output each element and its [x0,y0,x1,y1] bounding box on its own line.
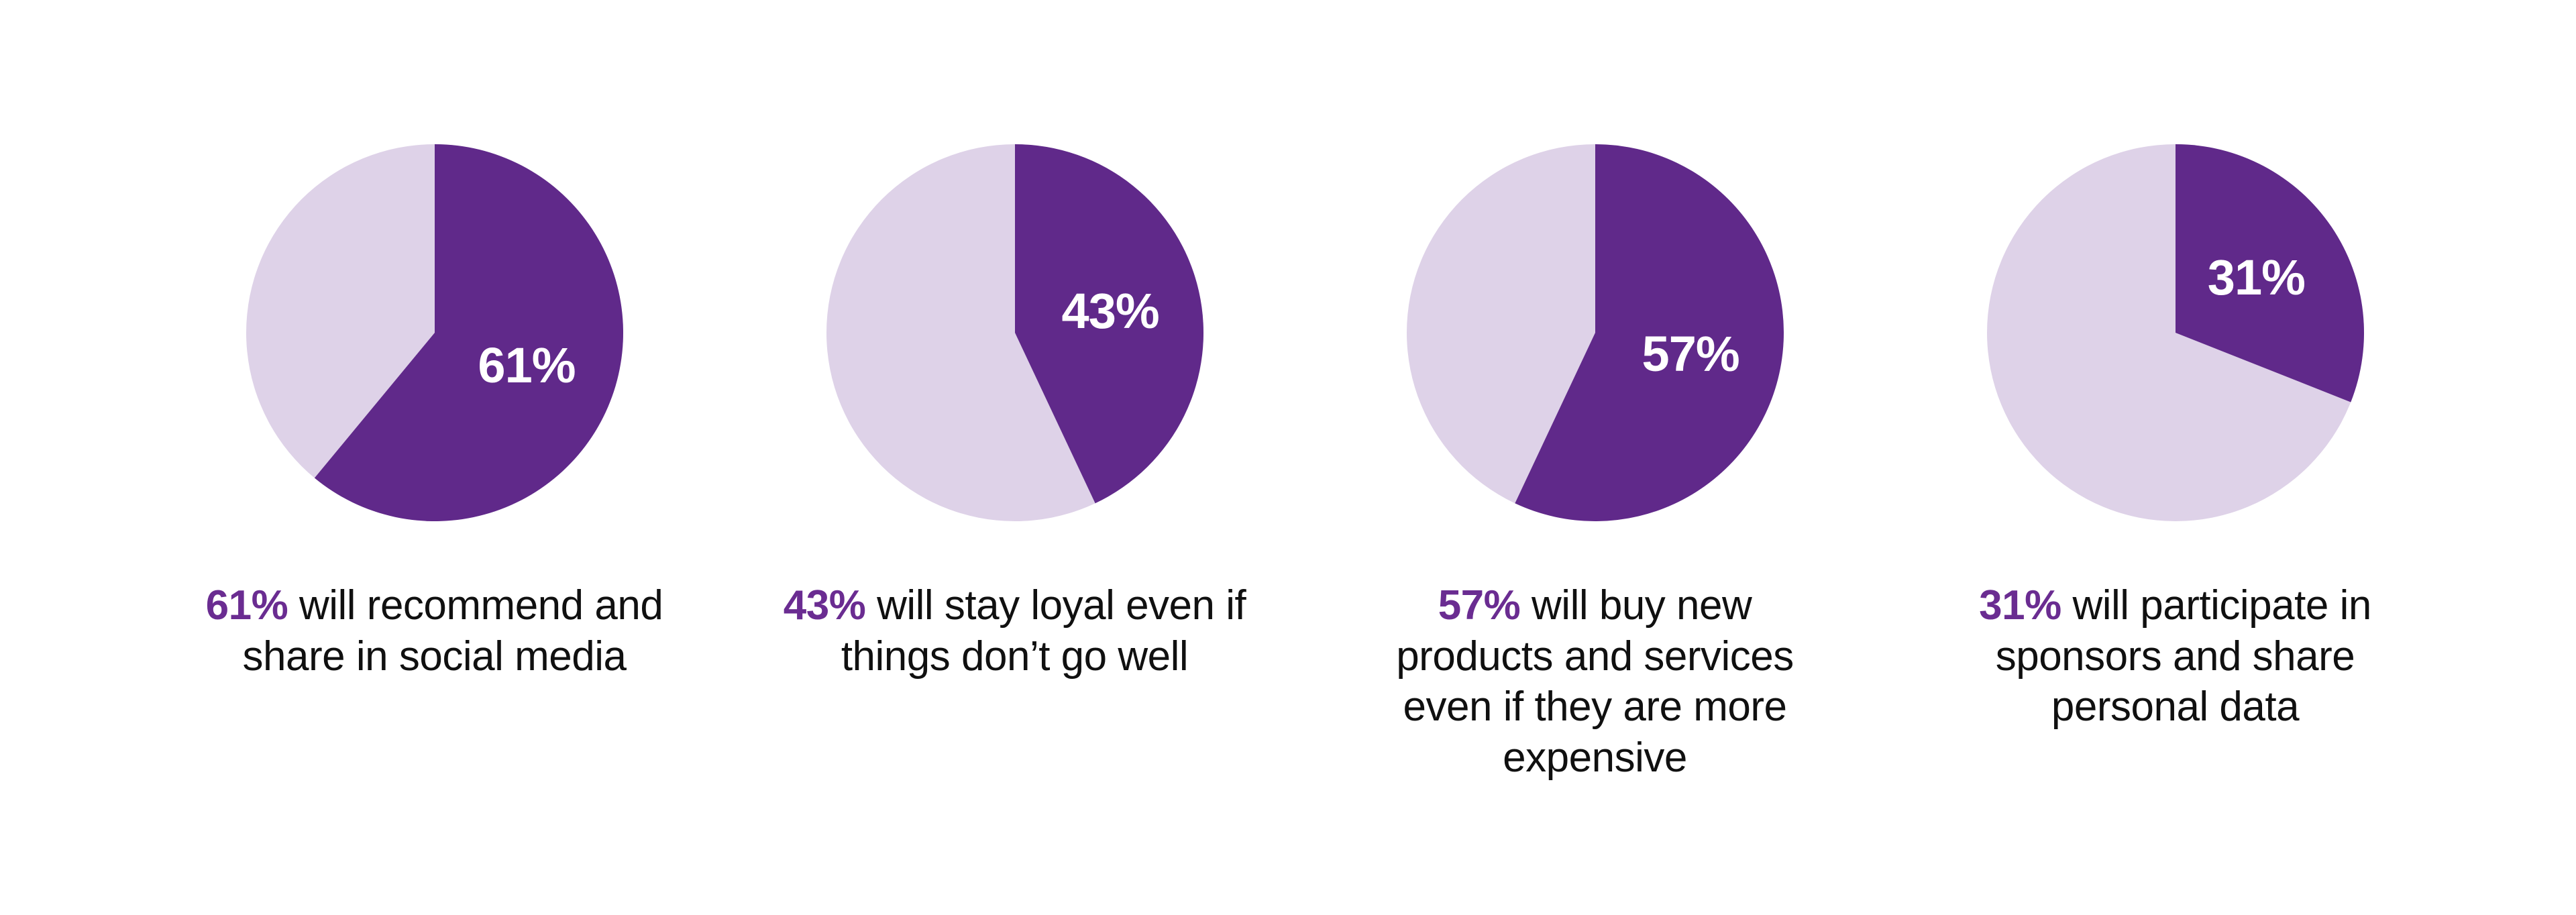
pie-highlight-slice [1014,144,1203,504]
caption-percent: 57% [1438,582,1521,629]
caption-text: will recommend and share in social media [242,582,663,680]
caption-text: will buy new products and services even … [1396,582,1794,781]
pie-caption: 43% will stay loyal even if things don’t… [780,580,1250,682]
caption-percent: 31% [1979,582,2061,629]
pie-chart-buy-new-products: 57% [1406,144,1784,521]
pie-svg [826,144,1203,521]
pie-chart-card-recommend-share: 61% 61% will recommend and share in soci… [144,144,724,682]
pie-chart-card-stay-loyal: 43% 43% will stay loyal even if things d… [724,144,1305,682]
pie-highlight-slice [2175,144,2364,402]
caption-text: will participate in sponsors and share p… [1995,582,2372,731]
pie-caption: 57% will buy new products and services e… [1360,580,1830,784]
caption-text: will stay loyal even if things don’t go … [841,582,1246,680]
pie-highlight-slice [314,144,623,521]
caption-percent: 61% [205,582,288,629]
pie-chart-recommend-share: 61% [246,144,623,521]
pie-svg [1986,144,2364,521]
pie-highlight-slice [1514,144,1784,521]
pie-chart-card-participate-sponsors: 31% 31% will participate in sponsors and… [1885,144,2465,733]
pie-caption: 61% will recommend and share in social m… [200,580,669,682]
pie-chart-participate-sponsors: 31% [1986,144,2364,521]
pie-caption: 31% will participate in sponsors and sha… [1941,580,2410,733]
pie-chart-card-buy-new-products: 57% 57% will buy new products and servic… [1305,144,1885,784]
caption-percent: 43% [783,582,866,629]
pie-svg [1406,144,1784,521]
pie-svg [246,144,623,521]
pie-chart-stay-loyal: 43% [826,144,1203,521]
